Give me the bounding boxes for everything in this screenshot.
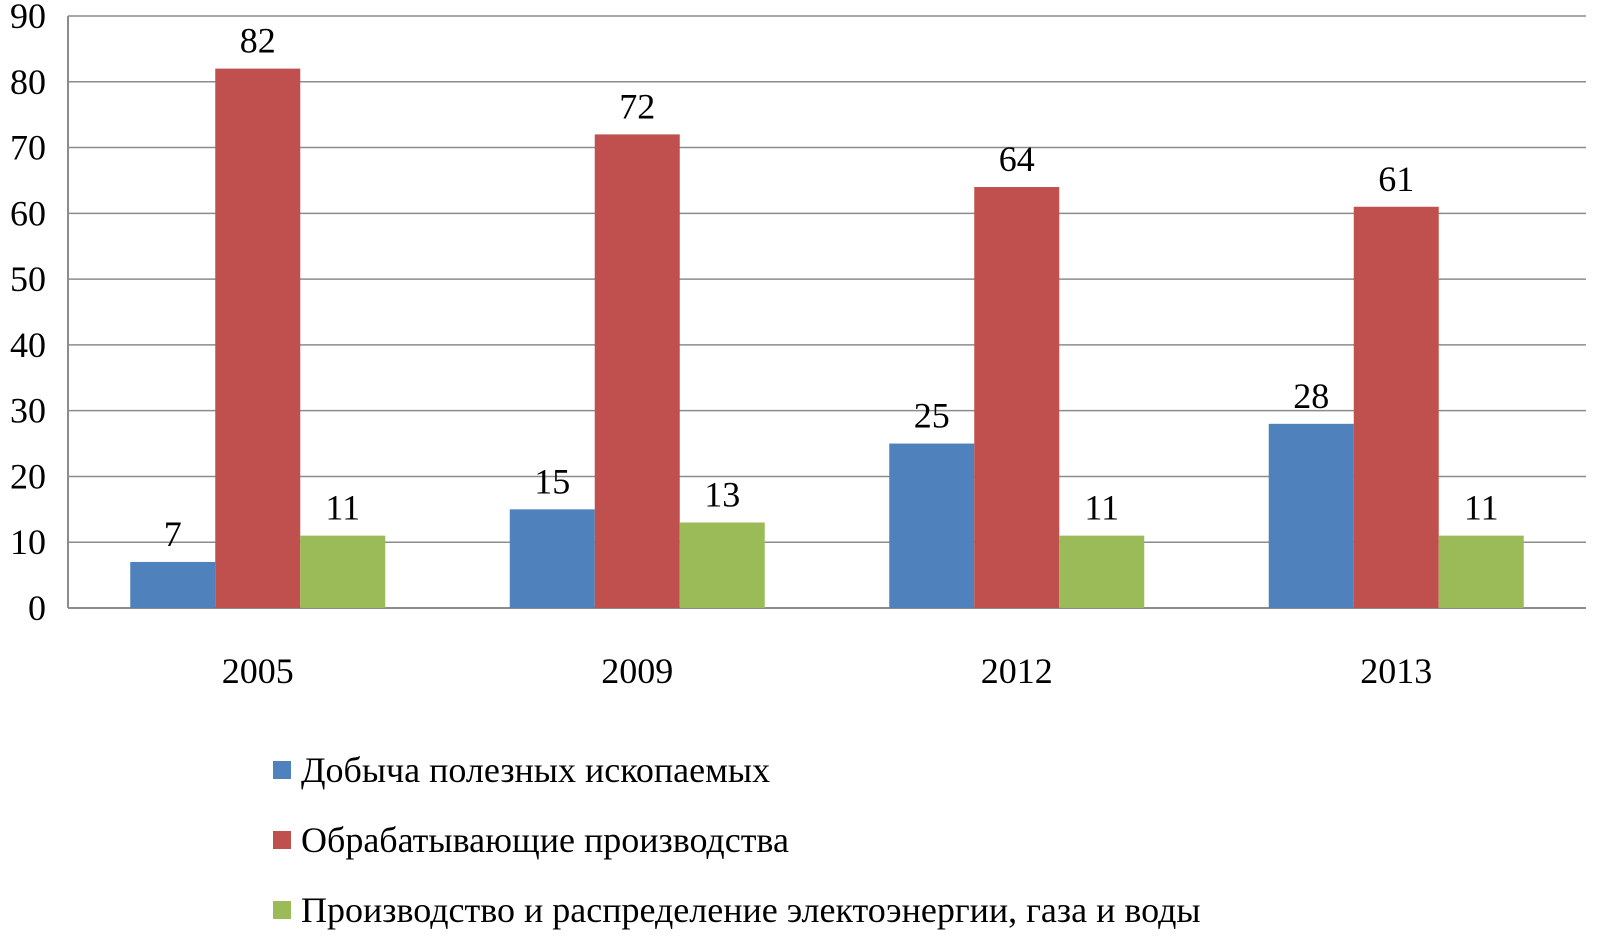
legend-label: Производство и распределение электоэнерг… (301, 890, 1201, 930)
bar (215, 68, 301, 609)
y-tick-label: 40 (10, 325, 46, 365)
data-label: 7 (164, 514, 182, 554)
y-tick-label: 20 (10, 456, 46, 496)
legend-label: Добыча полезных ископаемых (301, 750, 770, 790)
y-tick-label: 90 (10, 0, 46, 36)
y-tick-label: 0 (28, 588, 46, 628)
y-tick-label: 10 (10, 522, 46, 562)
y-tick-label: 50 (10, 259, 46, 299)
x-tick-label: 2012 (981, 651, 1053, 691)
x-tick-label: 2013 (1360, 651, 1432, 691)
data-label: 11 (1084, 488, 1119, 528)
data-label: 25 (914, 396, 950, 436)
x-tick-label: 2009 (601, 651, 673, 691)
bar (509, 509, 595, 608)
y-tick-label: 70 (10, 128, 46, 168)
legend-swatch (273, 901, 291, 919)
y-tick-label: 60 (10, 193, 46, 233)
data-label: 61 (1378, 159, 1414, 199)
bar (1353, 206, 1439, 608)
bar (1268, 423, 1354, 608)
bar (974, 187, 1060, 608)
legend-swatch (273, 761, 291, 779)
x-tick-label: 2005 (222, 651, 294, 691)
bar (1059, 535, 1145, 608)
bar (300, 535, 386, 608)
legend-swatch (273, 831, 291, 849)
data-label: 28 (1293, 376, 1329, 416)
bar (130, 561, 216, 608)
data-label: 11 (1464, 488, 1499, 528)
bar (889, 443, 975, 608)
data-label: 15 (534, 461, 570, 501)
data-label: 82 (240, 21, 276, 61)
y-tick-label: 30 (10, 391, 46, 431)
legend-label: Обрабатывающие производства (301, 820, 789, 860)
data-label: 11 (325, 488, 360, 528)
bar (1438, 535, 1524, 608)
bar (679, 522, 765, 608)
y-tick-label: 80 (10, 62, 46, 102)
data-label: 13 (704, 474, 740, 514)
data-label: 64 (999, 139, 1035, 179)
data-label: 72 (619, 86, 655, 126)
bar (594, 134, 680, 608)
